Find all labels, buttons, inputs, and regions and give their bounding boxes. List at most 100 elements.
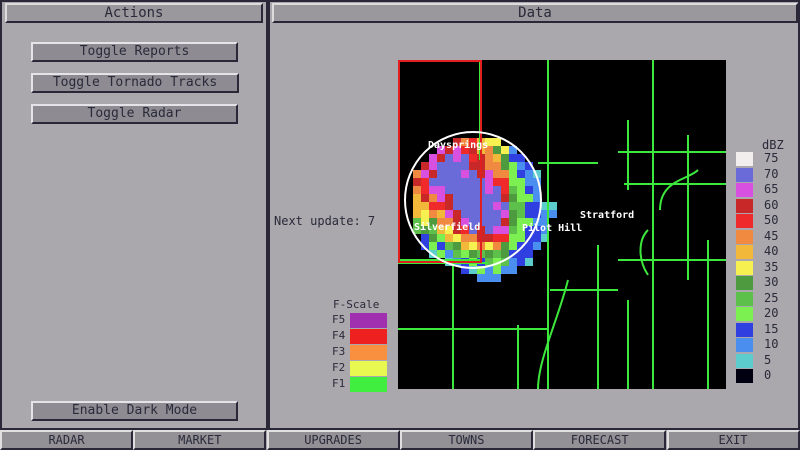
nav-exit-button[interactable]: EXIT bbox=[666, 430, 800, 450]
dbz-value: 25 bbox=[764, 290, 779, 305]
radar-cell bbox=[421, 186, 429, 194]
radar-cell bbox=[517, 186, 525, 194]
radar-reflectivity bbox=[413, 138, 557, 282]
radar-cell bbox=[437, 186, 445, 194]
radar-cell bbox=[493, 242, 501, 250]
enable-dark-mode-button[interactable]: Enable Dark Mode bbox=[31, 401, 238, 421]
radar-cell bbox=[509, 178, 517, 186]
radar-cell bbox=[509, 162, 517, 170]
radar-cell bbox=[485, 250, 493, 258]
radar-cell bbox=[477, 266, 485, 274]
fscale-label: F2 bbox=[332, 361, 346, 374]
radar-cell bbox=[469, 218, 477, 226]
dbz-swatch bbox=[736, 322, 753, 337]
nav-towns-button[interactable]: TOWNS bbox=[399, 430, 533, 450]
dbz-value: 60 bbox=[764, 197, 779, 212]
radar-cell bbox=[485, 274, 493, 282]
radar-cell bbox=[533, 178, 541, 186]
radar-cell bbox=[461, 146, 469, 154]
radar-cell bbox=[445, 226, 453, 234]
radar-cell bbox=[421, 178, 429, 186]
radar-map[interactable]: Daysprings Silverfield Pilot Hill Stratf… bbox=[398, 60, 726, 390]
radar-cell bbox=[469, 266, 477, 274]
radar-cell bbox=[413, 210, 421, 218]
radar-cell bbox=[501, 226, 509, 234]
radar-cell bbox=[453, 234, 461, 242]
radar-cell bbox=[509, 186, 517, 194]
town-pilot-hill[interactable]: Pilot Hill bbox=[522, 222, 582, 234]
radar-cell bbox=[437, 178, 445, 186]
radar-cell bbox=[445, 178, 453, 186]
radar-cell bbox=[469, 250, 477, 258]
nav-radar-button[interactable]: RADAR bbox=[0, 430, 133, 450]
dbz-swatch bbox=[736, 245, 753, 259]
radar-cell bbox=[493, 146, 501, 154]
fscale-label: F1 bbox=[332, 377, 346, 390]
radar-cell bbox=[453, 242, 461, 250]
fscale-title: F-Scale bbox=[333, 298, 380, 311]
radar-cell bbox=[493, 162, 501, 170]
radar-cell bbox=[469, 186, 477, 194]
radar-cell bbox=[493, 178, 501, 186]
radar-cell bbox=[525, 194, 533, 202]
fscale-swatch bbox=[350, 313, 387, 328]
radar-cell bbox=[493, 154, 501, 162]
toggle-reports-button[interactable]: Toggle Reports bbox=[31, 42, 238, 62]
radar-cell bbox=[437, 226, 445, 234]
fscale-swatch bbox=[350, 345, 387, 360]
radar-cell bbox=[429, 154, 437, 162]
radar-cell bbox=[453, 226, 461, 234]
radar-cell bbox=[525, 178, 533, 186]
radar-cell bbox=[453, 210, 461, 218]
nav-market-button[interactable]: MARKET bbox=[133, 430, 267, 450]
radar-cell bbox=[509, 226, 517, 234]
toggle-tornado-tracks-button[interactable]: Toggle Tornado Tracks bbox=[31, 73, 239, 93]
radar-cell bbox=[421, 210, 429, 218]
radar-cell bbox=[525, 218, 533, 226]
radar-cell bbox=[501, 242, 509, 250]
radar-cell bbox=[541, 202, 549, 210]
radar-cell bbox=[469, 146, 477, 154]
radar-cell bbox=[429, 162, 437, 170]
dbz-unit: dBZ bbox=[762, 138, 784, 152]
radar-cell bbox=[469, 194, 477, 202]
radar-cell bbox=[437, 218, 445, 226]
radar-cell bbox=[509, 234, 517, 242]
radar-cell bbox=[453, 178, 461, 186]
radar-cell bbox=[509, 266, 517, 274]
radar-cell bbox=[437, 202, 445, 210]
toggle-radar-button[interactable]: Toggle Radar bbox=[31, 104, 238, 124]
town-silverfield[interactable]: Silverfield bbox=[414, 221, 480, 233]
next-update-label: Next update: 7 bbox=[274, 214, 376, 228]
fscale-swatch bbox=[350, 361, 387, 376]
radar-cell bbox=[461, 242, 469, 250]
radar-cell bbox=[445, 210, 453, 218]
radar-cell bbox=[477, 274, 485, 282]
radar-cell bbox=[453, 146, 461, 154]
town-daysprings[interactable]: Daysprings bbox=[428, 139, 488, 151]
actions-panel bbox=[0, 0, 268, 430]
fscale-swatch bbox=[350, 377, 387, 392]
nav-upgrades-button[interactable]: UPGRADES bbox=[266, 430, 400, 450]
radar-cell bbox=[541, 218, 549, 226]
radar-cell bbox=[421, 242, 429, 250]
radar-cell bbox=[533, 234, 541, 242]
radar-cell bbox=[525, 258, 533, 266]
town-stratford[interactable]: Stratford bbox=[580, 210, 634, 221]
radar-cell bbox=[525, 202, 533, 210]
radar-cell bbox=[413, 186, 421, 194]
radar-cell bbox=[413, 178, 421, 186]
radar-cell bbox=[525, 170, 533, 178]
radar-cell bbox=[437, 170, 445, 178]
radar-cell bbox=[413, 218, 421, 226]
radar-cell bbox=[549, 202, 557, 210]
radar-cell bbox=[453, 186, 461, 194]
radar-cell bbox=[493, 202, 501, 210]
radar-cell bbox=[429, 210, 437, 218]
dbz-swatch bbox=[736, 214, 753, 228]
radar-cell bbox=[461, 234, 469, 242]
radar-range-circle bbox=[404, 131, 542, 269]
nav-forecast-button[interactable]: FORECAST bbox=[533, 430, 667, 450]
radar-cell bbox=[485, 162, 493, 170]
dbz-value: 35 bbox=[764, 259, 779, 274]
